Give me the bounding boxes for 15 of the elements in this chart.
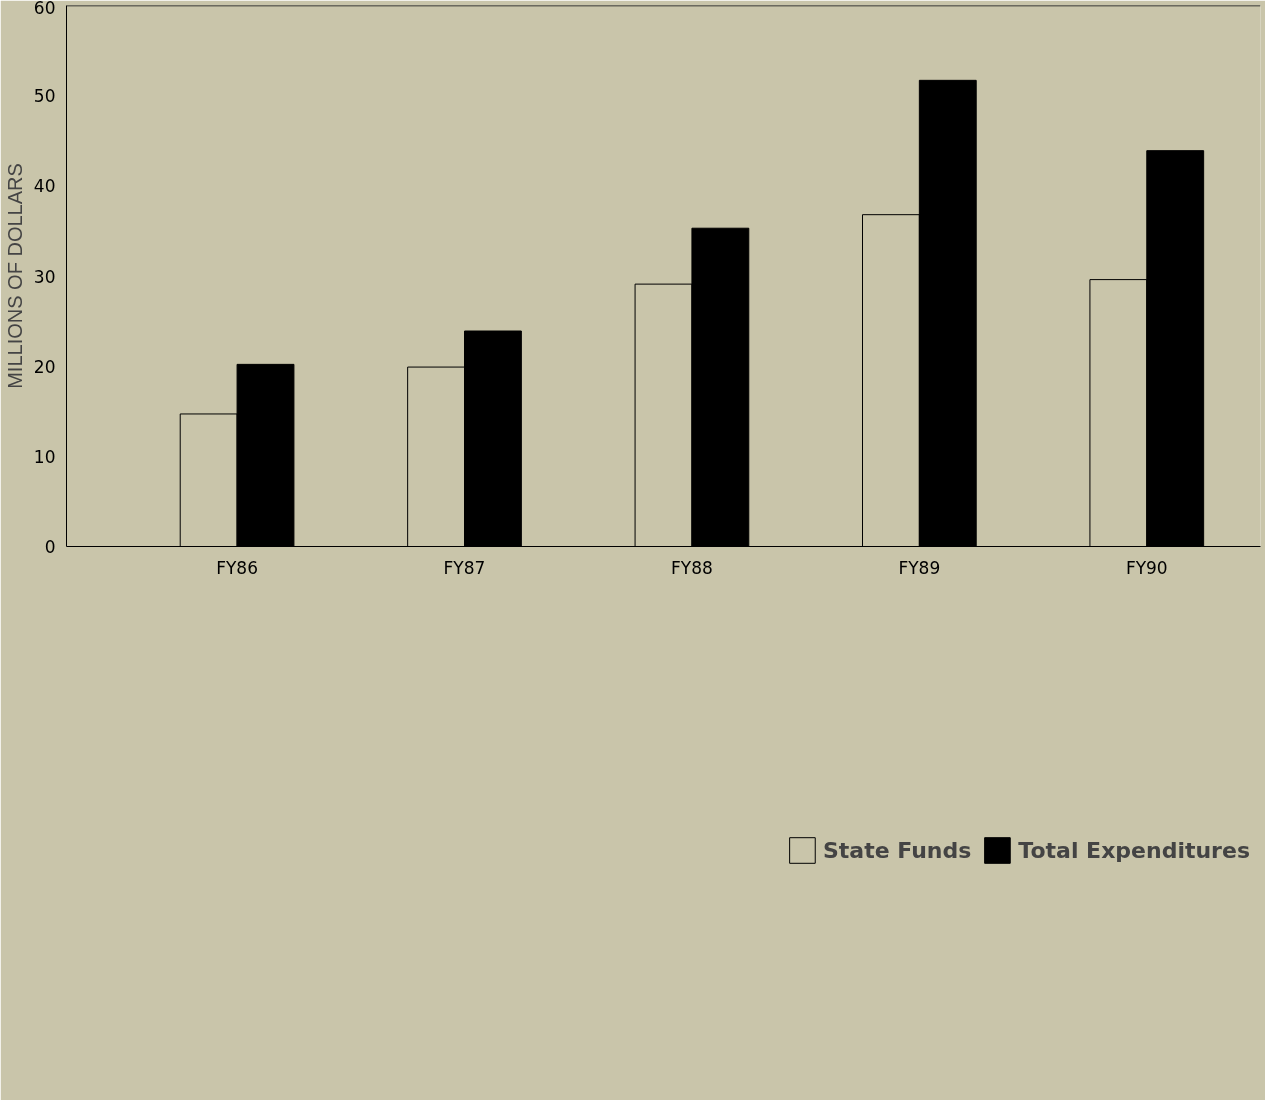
x-tick-label: FY89 (898, 557, 941, 578)
y-tick-label: 40 (33, 176, 56, 197)
legend-label: State Funds (822, 837, 972, 863)
x-tick-label: FY87 (443, 557, 486, 578)
y-tick-label: 20 (33, 356, 56, 377)
legend-label: Total Expenditures (1018, 837, 1250, 863)
x-tick-label: FY90 (1125, 557, 1168, 578)
y-tick-label: 0 (44, 537, 56, 557)
x-tick-label: FY86 (216, 557, 258, 578)
x-tick-label: FY88 (671, 557, 713, 578)
y-tick-label: 30 (33, 266, 56, 287)
y-tick-label: 10 (33, 446, 56, 467)
y-tick-label: 60 (33, 0, 56, 18)
y-tick-label: 50 (33, 86, 56, 107)
y-axis-title: MILLIONS OF DOLLARS (3, 163, 26, 389)
